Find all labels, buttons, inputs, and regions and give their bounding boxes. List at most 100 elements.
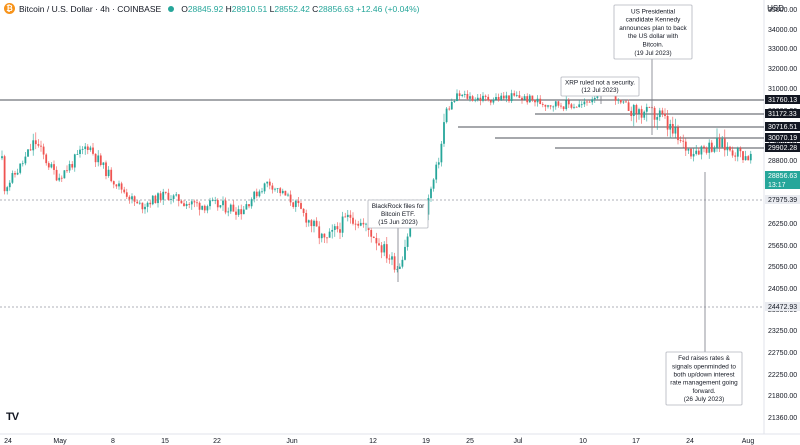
candle (739, 148, 742, 152)
candle (557, 101, 560, 106)
candle (32, 140, 35, 151)
candle (656, 117, 659, 120)
candle (440, 143, 443, 163)
candle (131, 196, 133, 200)
candle (591, 99, 594, 103)
candle (630, 110, 633, 117)
annotation-text-fed: signals openminded to (672, 363, 736, 370)
annotation-text-xrp: (12 Jul 2023) (581, 87, 618, 94)
y-tick-label: 33000.00 (768, 46, 797, 53)
candle (466, 93, 469, 99)
y-tick-label: 22750.00 (768, 350, 797, 357)
y-tick-label: 31000.00 (768, 86, 797, 93)
candle (47, 163, 50, 168)
candle (253, 191, 256, 200)
candle (42, 146, 45, 155)
candle (339, 229, 341, 233)
candle (648, 106, 651, 108)
price-tag-label: 24472.93 (768, 304, 797, 311)
candle (383, 244, 386, 253)
candle (497, 97, 500, 101)
symbol-title[interactable]: Bitcoin / U.S. Dollar · 4h · COINBASE (19, 3, 162, 14)
candle (232, 204, 235, 212)
candle (716, 137, 718, 149)
candle (687, 148, 690, 151)
candle (136, 201, 139, 204)
candle (487, 96, 490, 101)
candle (528, 95, 531, 103)
candle (531, 95, 534, 100)
open-label: O (181, 3, 188, 14)
candle (84, 146, 87, 149)
candle (653, 107, 656, 120)
candle (705, 147, 708, 153)
candle (242, 209, 245, 215)
candle (547, 105, 549, 107)
candle (313, 220, 315, 227)
candle (658, 110, 661, 118)
candle (211, 200, 214, 201)
candle (190, 201, 193, 205)
low-label: L (269, 3, 275, 14)
candle (718, 137, 721, 148)
candle (430, 188, 432, 199)
annotation-text-fed: (26 July 2023) (684, 396, 725, 403)
candle (14, 173, 16, 175)
candle (635, 105, 638, 114)
annotation-text-blackrock: Bitcoin ETF. (381, 211, 415, 218)
candle (55, 169, 58, 181)
candle (570, 104, 573, 108)
candle (554, 101, 557, 107)
candle (671, 123, 674, 134)
candle (588, 101, 591, 103)
candle (406, 236, 409, 247)
price-tag-time: 13:17 (768, 182, 786, 189)
candle (216, 200, 219, 208)
candle (326, 237, 328, 239)
candle (305, 212, 308, 223)
candle (409, 222, 412, 237)
candle (141, 202, 144, 210)
candle (180, 200, 183, 204)
candle (492, 99, 495, 103)
candle (495, 97, 497, 100)
low-value: 28552.42 (274, 3, 310, 14)
candle (463, 93, 466, 95)
candle (476, 97, 479, 100)
x-tick-label: 22 (213, 438, 221, 445)
y-tick-label: 21800.00 (768, 393, 797, 400)
annotation-text-kennedy: US Presidential (631, 8, 675, 15)
y-tick-label: 24050.00 (768, 286, 797, 293)
candle (99, 155, 102, 165)
candle (388, 258, 391, 260)
candle (380, 245, 383, 253)
candle (97, 155, 100, 163)
change-value: +12.46 (+0.04%) (356, 3, 420, 14)
candle (289, 194, 292, 203)
candle (349, 214, 352, 218)
candle (198, 202, 201, 210)
candle (640, 109, 643, 118)
price-tag-box (765, 195, 800, 204)
candle (432, 179, 435, 189)
candle (679, 140, 682, 141)
candle (45, 154, 48, 164)
candle (378, 243, 380, 246)
candle (105, 162, 107, 177)
candle (183, 203, 185, 207)
currency-selector[interactable]: USD (767, 4, 784, 13)
candle (541, 103, 544, 105)
bitcoin-icon: ₿ (4, 3, 15, 14)
candle (708, 142, 711, 153)
candle (523, 96, 526, 100)
candle (552, 106, 555, 108)
x-tick-label: 19 (422, 438, 430, 445)
candle (214, 200, 217, 201)
candle (21, 163, 24, 165)
y-tick-label: 21360.00 (768, 415, 797, 422)
candle (695, 150, 698, 154)
candle (396, 268, 399, 270)
annotation-text-kennedy: announces plan to back (619, 25, 687, 32)
candle (401, 259, 404, 267)
